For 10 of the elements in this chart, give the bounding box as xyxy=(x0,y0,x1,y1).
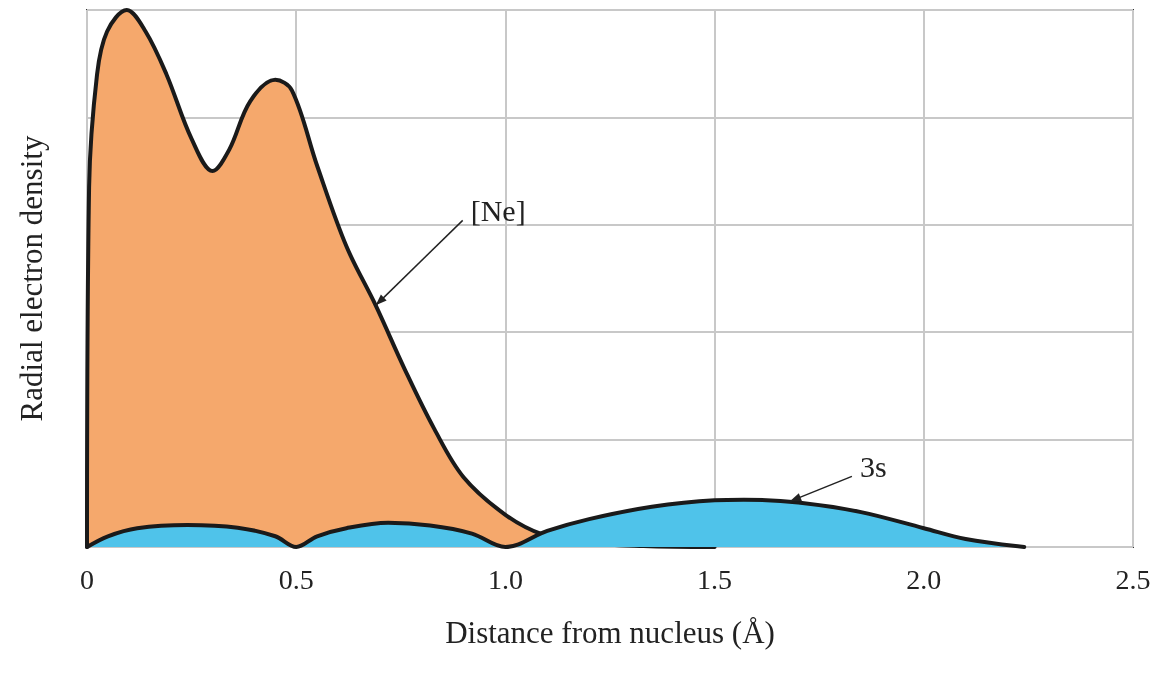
annotation: [Ne] xyxy=(470,193,526,227)
x-tick-label: 2.0 xyxy=(906,563,942,595)
annotation: 3s xyxy=(859,449,887,483)
x-tick-label: 0 xyxy=(80,563,94,595)
x-tick-label: 2.5 xyxy=(1115,563,1151,595)
x-tick-label: 1.0 xyxy=(487,563,523,595)
x-tick-label: 0.5 xyxy=(278,563,314,595)
y-axis-title: Radial electron density xyxy=(14,135,49,422)
x-axis-title: Distance from nucleus (Å) xyxy=(445,615,775,650)
x-tick-label: 1.5 xyxy=(697,563,733,595)
